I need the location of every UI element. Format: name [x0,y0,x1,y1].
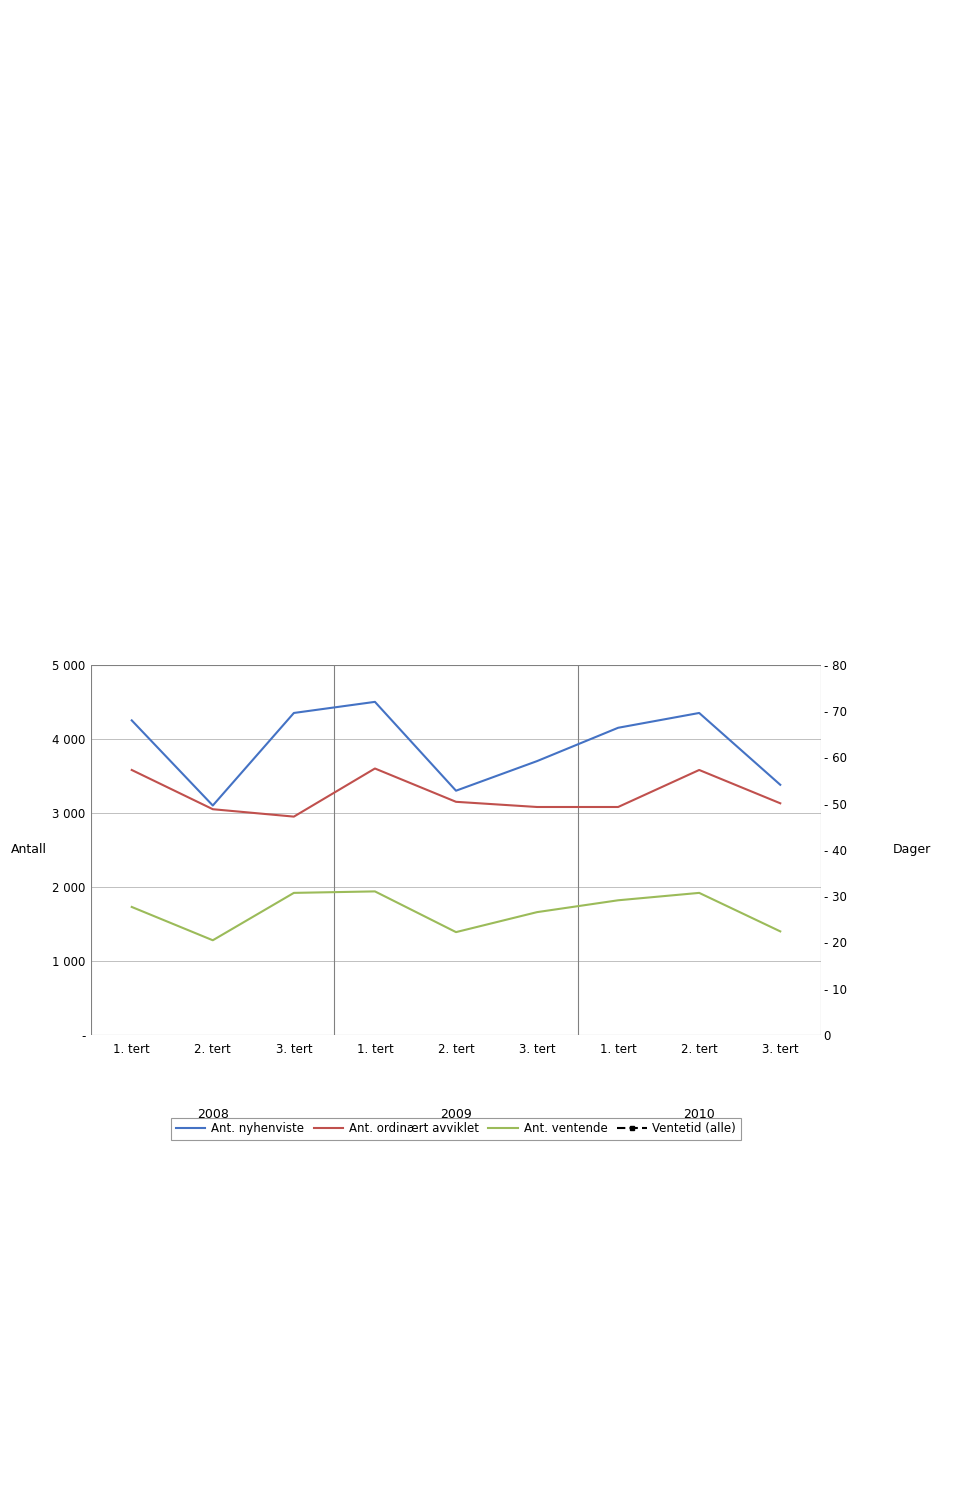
Text: Antall: Antall [11,843,47,857]
Text: 2010: 2010 [684,1108,715,1121]
Bar [91,665,821,1035]
Text: 2009: 2009 [440,1108,472,1121]
Text: 2008: 2008 [197,1108,228,1121]
Legend: Ant. nyhenviste, Ant. ordinært avviklet, Ant. ventende, Ventetid (alle): Ant. nyhenviste, Ant. ordinært avviklet,… [171,1118,741,1141]
Text: Dager: Dager [893,843,931,857]
